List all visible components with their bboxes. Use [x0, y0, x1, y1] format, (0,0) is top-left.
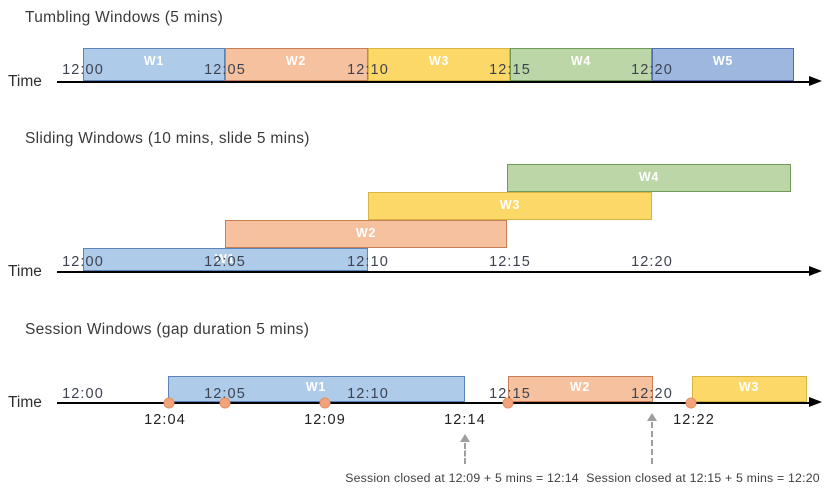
- window-w3: [368, 48, 510, 81]
- section-title-sliding: Sliding Windows (10 mins, slide 5 mins): [25, 130, 310, 147]
- event-dot: [319, 397, 331, 409]
- tick-label: 12:05: [204, 62, 246, 78]
- window-label: W2: [355, 226, 377, 240]
- event-time-label: 12:22: [673, 412, 715, 428]
- window-label: W1: [305, 380, 327, 394]
- window-label: W1: [214, 252, 236, 266]
- tick-label: 12:10: [347, 254, 389, 270]
- window-label: W2: [285, 54, 307, 68]
- timeline-arrow-icon: [809, 397, 822, 407]
- window-label: W4: [570, 54, 592, 68]
- event-dot: [219, 397, 231, 409]
- window-label: W2: [569, 380, 591, 394]
- section-title-tumbling: Tumbling Windows (5 mins): [25, 9, 224, 26]
- event-time-label: 12:14: [444, 412, 486, 428]
- window-w2: [225, 220, 507, 248]
- window-w1: [168, 376, 465, 402]
- window-w3: [692, 376, 807, 402]
- event-dot: [163, 397, 175, 409]
- session-annotation: Session closed at 12:09 + 5 mins = 12:14: [345, 471, 579, 485]
- window-w5: [652, 48, 794, 81]
- timeline: [57, 271, 812, 273]
- event-time-label: 12:09: [304, 412, 346, 428]
- window-label: W3: [738, 380, 760, 394]
- time-axis-label: Time: [8, 73, 42, 90]
- window-label: W5: [712, 54, 734, 68]
- event-dot: [685, 397, 697, 409]
- tick-label: 12:20: [631, 254, 673, 270]
- tick-label: 12:15: [489, 254, 531, 270]
- tick-label: 12:15: [489, 386, 531, 402]
- tick-label: 12:15: [489, 62, 531, 78]
- window-w2: [508, 376, 653, 402]
- event-time-label: 12:04: [144, 412, 186, 428]
- window-w3: [368, 192, 652, 220]
- timeline-arrow-icon: [809, 266, 822, 276]
- time-axis-label: Time: [8, 394, 42, 411]
- tick-label: 12:05: [204, 254, 246, 270]
- window-w4: [510, 48, 652, 81]
- session-annotation: Session closed at 12:15 + 5 mins = 12:20: [586, 471, 820, 485]
- tick-label: 12:00: [62, 386, 104, 402]
- tick-label: 12:05: [204, 386, 246, 402]
- dashed-arrow-icon: [460, 434, 470, 442]
- tick-label: 12:00: [62, 62, 104, 78]
- window-label: W1: [143, 54, 165, 68]
- window-w1: [83, 248, 368, 271]
- window-w4: [507, 164, 791, 192]
- window-w2: [225, 48, 368, 81]
- dashed-arrow-line: [651, 422, 653, 464]
- window-label: W3: [499, 198, 521, 212]
- timeline: [57, 81, 812, 83]
- dashed-arrow-line: [464, 443, 466, 464]
- time-axis-label: Time: [8, 263, 42, 280]
- tick-label: 12:00: [62, 254, 104, 270]
- window-label: W4: [638, 170, 660, 184]
- window-label: W3: [428, 54, 450, 68]
- tick-label: 12:10: [347, 62, 389, 78]
- tick-label: 12:20: [631, 62, 673, 78]
- dashed-arrow-icon: [647, 413, 657, 421]
- section-title-session: Session Windows (gap duration 5 mins): [25, 321, 310, 338]
- tick-label: 12:20: [631, 386, 673, 402]
- window-w1: [83, 48, 225, 81]
- timeline: [57, 402, 812, 404]
- event-dot: [502, 397, 514, 409]
- timeline-arrow-icon: [809, 76, 822, 86]
- tick-label: 12:10: [347, 386, 389, 402]
